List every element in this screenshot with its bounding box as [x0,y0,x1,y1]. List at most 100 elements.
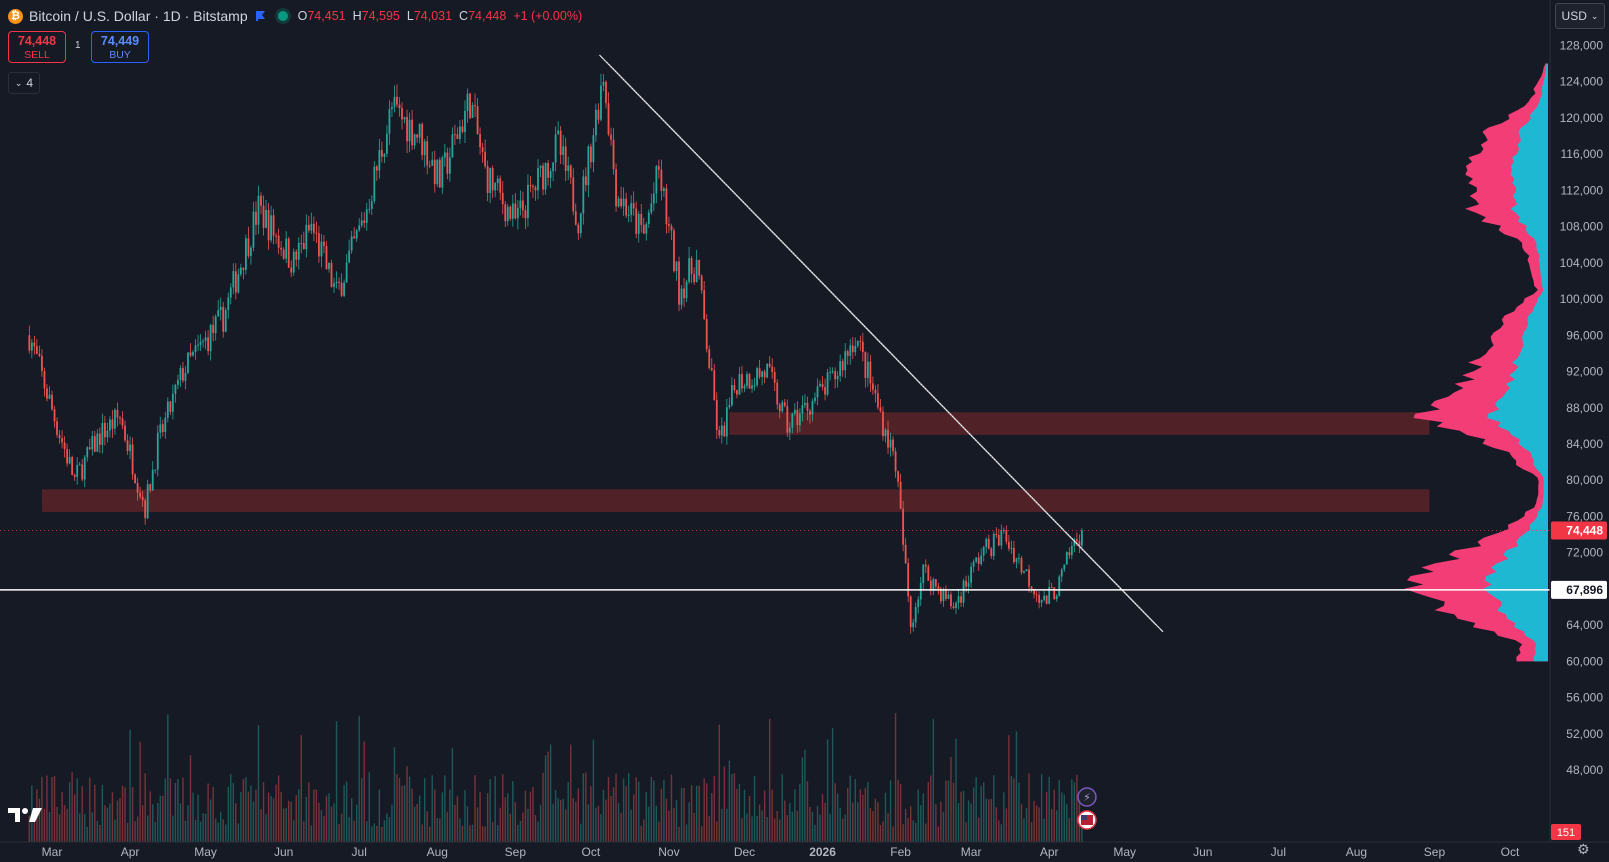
candle-body [431,159,434,166]
volume-bar [841,818,844,842]
volume-bar [995,807,998,842]
candle-body [494,183,497,191]
candle-body [219,306,222,311]
volume-bar [972,787,975,842]
volume-bar [756,815,758,842]
volume-bar [514,802,517,842]
volume-bar [182,777,184,842]
candle-body [859,341,862,343]
candle-body [199,341,202,345]
candle-body [748,374,751,389]
order-quantity[interactable]: 1 [75,40,81,51]
candle-body [763,371,766,378]
volume-bar [262,782,265,842]
candle-body [980,555,983,564]
symbol-title[interactable]: Bitcoin / U.S. Dollar · 1D · Bitstamp [29,8,248,24]
volume-bar [524,790,527,842]
volume-bar [977,817,980,842]
volume-bar [1063,794,1065,842]
volume-bar [983,782,985,842]
candle-body [348,250,351,263]
candle-body [1065,552,1068,565]
candle-body [882,411,884,437]
candle-body [260,195,262,206]
volume-bar [562,798,564,842]
candle-body [239,267,242,275]
currency-select[interactable]: USD ⌄ [1555,3,1605,29]
candle-body [501,192,504,205]
candle-body [527,184,529,219]
volume-bar [650,776,653,842]
volume-bar [464,790,466,842]
volume-bar [1018,782,1020,842]
volume-bar [620,812,622,842]
candle-body [56,421,58,435]
current-price-label-bg [1551,521,1607,540]
volume-bar [909,805,912,842]
candle-body [35,346,38,354]
candle-body [907,563,910,597]
volume-bar [431,775,433,842]
ohlc-values: O74,451 H74,595 L74,031 C74,448 +1 (+0.0… [297,9,583,23]
candle-body [1070,546,1073,556]
candle-body [406,116,408,142]
candle-body [156,432,159,470]
volume-bar [711,793,713,842]
candle-body [262,205,265,228]
candle-body [305,224,308,250]
price-tick-label: 84,000 [1566,437,1603,451]
candle-body [912,622,915,628]
candle-body [544,162,547,190]
candle-body [793,409,796,414]
candle-body [237,274,240,293]
time-tick-label: Oct [1501,845,1520,859]
price-tick-label: 120,000 [1560,111,1604,125]
resistance-zone [729,412,1430,435]
candle-body [323,241,325,247]
indicators-toggle[interactable]: ⌄ 4 [8,72,40,94]
volume-bar [640,825,642,842]
volume-bar [713,776,715,842]
candle-body [657,166,660,170]
volume-bar [267,792,270,842]
candle-body [597,109,600,120]
candle-body [688,258,690,282]
flag-icon[interactable] [254,10,266,22]
volume-bar [1015,731,1018,842]
time-tick-label: Sep [1424,845,1446,859]
volume-bar [270,796,272,842]
volume-bar [71,772,73,842]
candle-body [144,500,147,519]
candle-body [1025,569,1028,572]
candle-body [93,436,96,452]
settings-gear-icon[interactable]: ⚙ [1577,841,1590,857]
candle-body [151,469,154,491]
candle-body [1015,558,1018,562]
volume-bar [355,804,358,842]
buy-button[interactable]: 74,449 BUY [91,31,149,63]
candle-body [227,297,230,310]
candle-body [1033,588,1035,595]
volume-bar [723,766,726,842]
price-tick-label: 52,000 [1566,727,1603,741]
volume-bar [391,804,393,842]
volume-bar [401,785,403,842]
candle-body [116,409,119,418]
volume-bar [159,795,161,842]
candle-body [972,561,975,567]
candle-body [713,370,716,400]
candle-body [164,417,167,433]
volume-bar [235,803,237,842]
tradingview-logo-icon[interactable] [8,806,42,824]
volume-bar [486,793,489,842]
volume-bar [157,802,159,842]
volume-bar [859,789,862,842]
sell-button[interactable]: 74,448 SELL [8,31,66,63]
volume-bar [726,808,728,842]
volume-bar [471,824,474,842]
candle-body [310,223,313,231]
market-status-icon[interactable] [277,11,288,21]
volume-bar [665,798,668,842]
candle-body [481,147,484,152]
